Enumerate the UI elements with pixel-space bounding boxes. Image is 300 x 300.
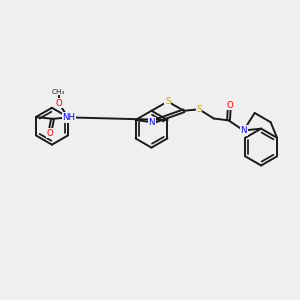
- Text: N: N: [240, 126, 247, 135]
- Text: S: S: [196, 105, 202, 114]
- Text: N: N: [148, 118, 155, 127]
- Text: O: O: [55, 99, 62, 108]
- Text: S: S: [165, 97, 170, 106]
- Text: NH: NH: [62, 113, 75, 122]
- Text: CH₃: CH₃: [52, 89, 65, 95]
- Text: O: O: [46, 129, 53, 138]
- Text: O: O: [226, 101, 233, 110]
